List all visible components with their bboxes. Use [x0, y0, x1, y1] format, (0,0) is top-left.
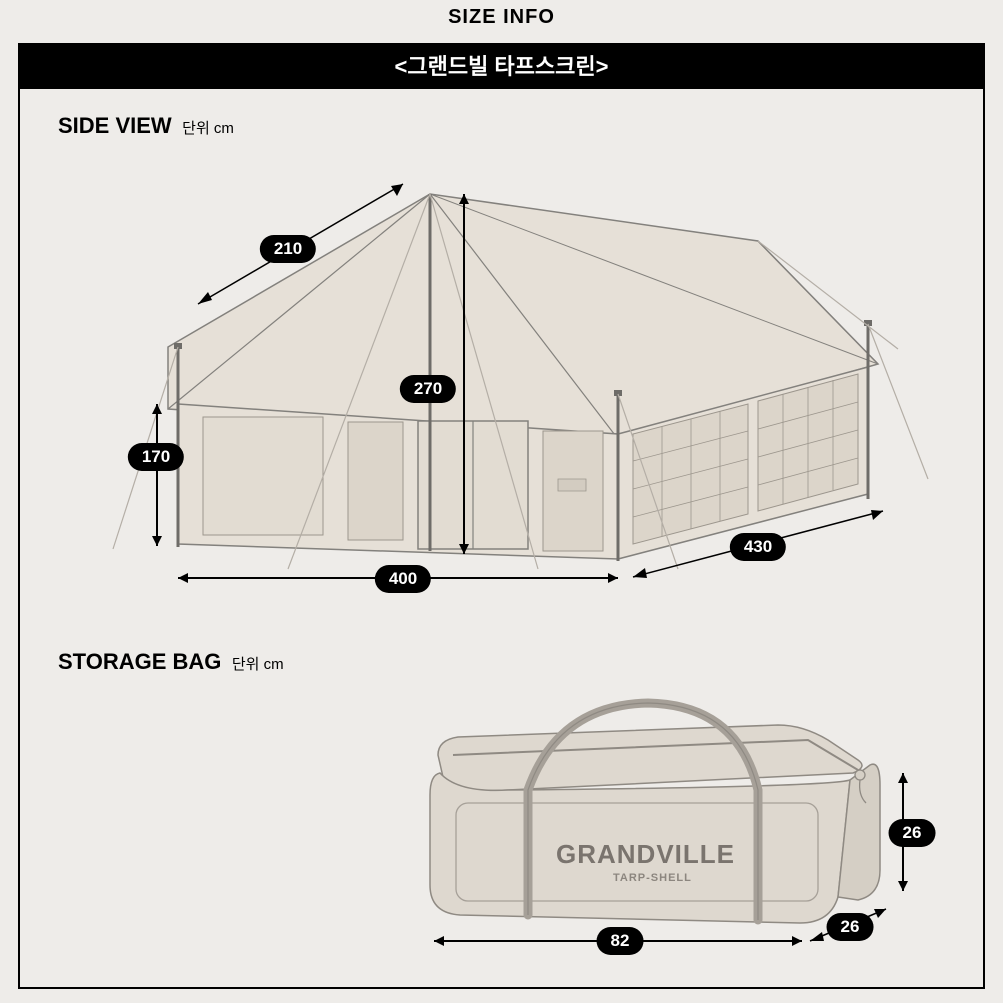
content-box: SIDE VIEW 단위 cm: [18, 89, 985, 989]
arrow-icon: [152, 536, 162, 546]
size-info-heading: SIZE INFO: [18, 0, 985, 43]
arrow-icon: [459, 544, 469, 554]
storage-unit: 단위 cm: [232, 656, 284, 673]
page: SIZE INFO <그랜드빌 타프스크린> SIDE VIEW 단위 cm: [0, 0, 1003, 1003]
side-view-unit: 단위 cm: [182, 120, 234, 137]
arrow-icon: [608, 573, 618, 583]
dim-badge-roof-depth: 210: [260, 235, 316, 263]
arrow-icon: [898, 881, 908, 891]
bag-brand-sub: TARP-SHELL: [613, 872, 692, 884]
bag-svg: GRANDVILLE TARP-SHELL: [58, 685, 938, 965]
arrow-icon: [178, 573, 188, 583]
arrow-icon: [152, 404, 162, 414]
side-view-title-row: SIDE VIEW 단위 cm: [58, 113, 945, 139]
arrow-icon: [792, 936, 802, 946]
dim-line-wall: [156, 404, 158, 546]
product-title-bar: <그랜드빌 타프스크린>: [18, 43, 985, 89]
dim-line-peak: [463, 194, 465, 554]
side-view-title: SIDE VIEW: [58, 113, 172, 138]
dim-badge-bag-length: 82: [597, 927, 644, 955]
side-view-section: SIDE VIEW 단위 cm: [58, 113, 945, 609]
dim-badge-peak-height: 270: [400, 375, 456, 403]
tent-svg: [58, 149, 938, 609]
dim-badge-side-width: 430: [730, 533, 786, 561]
arrow-icon: [459, 194, 469, 204]
storage-title-row: STORAGE BAG 단위 cm: [58, 649, 945, 675]
bag-diagram: GRANDVILLE TARP-SHELL 82 26: [58, 685, 938, 965]
tent-diagram: 210 270 170 400 430: [58, 149, 938, 609]
storage-title: STORAGE BAG: [58, 649, 221, 674]
arrow-icon: [434, 936, 444, 946]
dim-badge-front-width: 400: [375, 565, 431, 593]
dim-badge-bag-depth: 26: [827, 913, 874, 941]
arrow-icon: [898, 773, 908, 783]
dim-badge-wall-height: 170: [128, 443, 184, 471]
storage-bag-section: STORAGE BAG 단위 cm: [58, 649, 945, 965]
bag-brand-text: GRANDVILLE: [556, 839, 735, 869]
dim-badge-bag-height: 26: [889, 819, 936, 847]
